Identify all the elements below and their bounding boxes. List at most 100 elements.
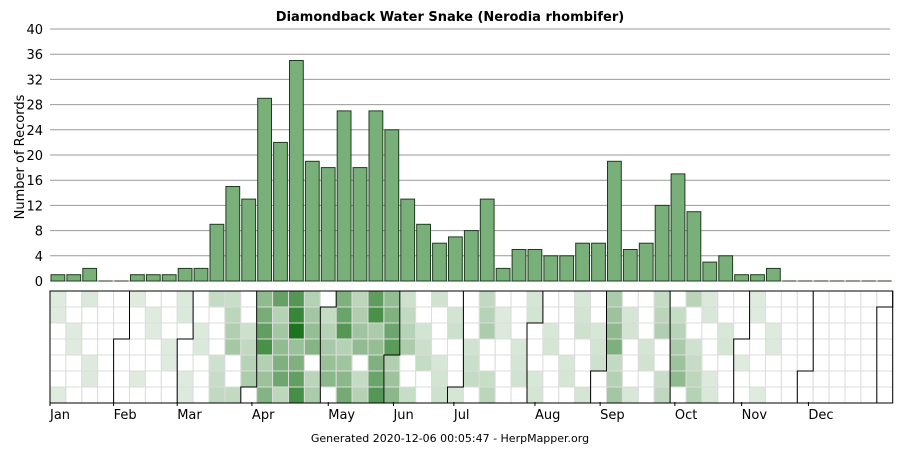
heat-cell	[81, 354, 99, 372]
heat-cell	[160, 306, 178, 324]
heat-cell	[192, 370, 210, 388]
heat-cell	[81, 386, 99, 404]
heat-cell	[240, 322, 258, 340]
heat-cell	[494, 338, 512, 356]
heat-cell	[717, 386, 735, 404]
heat-cell	[81, 370, 99, 388]
heat-cell	[415, 338, 433, 356]
heat-cell	[462, 338, 480, 356]
heat-cell	[780, 354, 798, 372]
month-boundary	[113, 291, 130, 403]
heat-cell	[510, 338, 528, 356]
heat-cell	[447, 290, 464, 308]
heat-cell	[653, 386, 671, 404]
heat-cell	[224, 290, 242, 308]
bar	[511, 249, 527, 282]
heat-cell	[844, 306, 862, 324]
heat-cell	[415, 386, 433, 404]
bar	[336, 110, 352, 282]
heat-cell	[192, 306, 210, 324]
heat-cell	[669, 370, 687, 388]
heat-cell	[717, 370, 735, 388]
heat-cell	[129, 354, 146, 372]
heat-cell	[240, 338, 258, 356]
bar	[66, 274, 82, 282]
heat-cell	[812, 290, 830, 308]
heat-cell	[796, 290, 814, 308]
month-label: May	[328, 408, 355, 423]
heat-cell	[240, 370, 258, 388]
bar	[289, 60, 304, 282]
heat-cell	[49, 354, 67, 372]
heat-cell	[780, 370, 798, 388]
month-boundary	[590, 291, 607, 403]
bar	[145, 274, 161, 282]
month-label: Sep	[600, 408, 625, 423]
bar	[432, 242, 447, 282]
heat-cell	[685, 338, 703, 356]
heat-cell	[447, 322, 464, 340]
heat-cell	[685, 306, 703, 324]
bar	[543, 255, 559, 282]
heat-cell	[303, 306, 321, 324]
heat-cell	[272, 322, 290, 340]
month-label: Mar	[177, 408, 202, 423]
heat-cell	[765, 290, 782, 308]
heat-cell	[765, 354, 782, 372]
heat-cell	[256, 322, 274, 340]
heat-cell	[208, 290, 226, 308]
y-tick-label: 36	[26, 48, 43, 63]
heat-cell	[335, 306, 353, 324]
heat-cell	[447, 354, 464, 372]
heat-cell	[542, 322, 560, 340]
heat-cell	[876, 338, 894, 356]
heat-cell	[431, 306, 449, 324]
heat-cell	[224, 354, 242, 372]
heat-cell	[621, 386, 639, 404]
heat-cell	[192, 338, 210, 356]
bar	[448, 236, 463, 282]
heat-cell	[97, 354, 115, 372]
heat-cell	[144, 354, 162, 372]
heat-cell	[653, 290, 671, 308]
heat-cell	[399, 338, 417, 356]
heat-cell	[685, 370, 703, 388]
heat-cell	[558, 354, 576, 372]
heat-cell	[765, 370, 782, 388]
heat-cell	[303, 370, 321, 388]
heat-cell	[637, 386, 655, 404]
heat-cell	[351, 354, 369, 372]
heat-cell	[224, 322, 242, 340]
heat-cell	[574, 354, 592, 372]
heat-cell	[224, 306, 242, 324]
heat-cell	[144, 370, 162, 388]
heat-cell	[81, 338, 99, 356]
heat-cell	[812, 370, 830, 388]
heat-cell	[510, 290, 528, 308]
heat-cell	[81, 290, 99, 308]
heat-cell	[160, 370, 178, 388]
heat-cell	[590, 290, 607, 308]
bar	[702, 261, 718, 282]
heat-cell	[828, 354, 846, 372]
bar	[622, 249, 638, 282]
heat-cell	[860, 322, 878, 340]
heat-cell	[796, 354, 814, 372]
heat-cell	[160, 338, 178, 356]
heat-cell	[558, 370, 576, 388]
heat-cell	[637, 306, 655, 324]
y-tick-label: 4	[35, 250, 43, 265]
heat-cell	[844, 322, 862, 340]
heat-cell	[637, 370, 655, 388]
heat-cell	[828, 338, 846, 356]
heat-cell	[335, 370, 353, 388]
heat-cell	[653, 370, 671, 388]
heat-cell	[113, 306, 130, 324]
heat-cell	[383, 290, 401, 308]
heat-cell	[526, 354, 544, 372]
heat-cell	[49, 370, 67, 388]
heat-cell	[335, 322, 353, 340]
heat-cell	[383, 338, 401, 356]
heat-cell	[637, 338, 655, 356]
